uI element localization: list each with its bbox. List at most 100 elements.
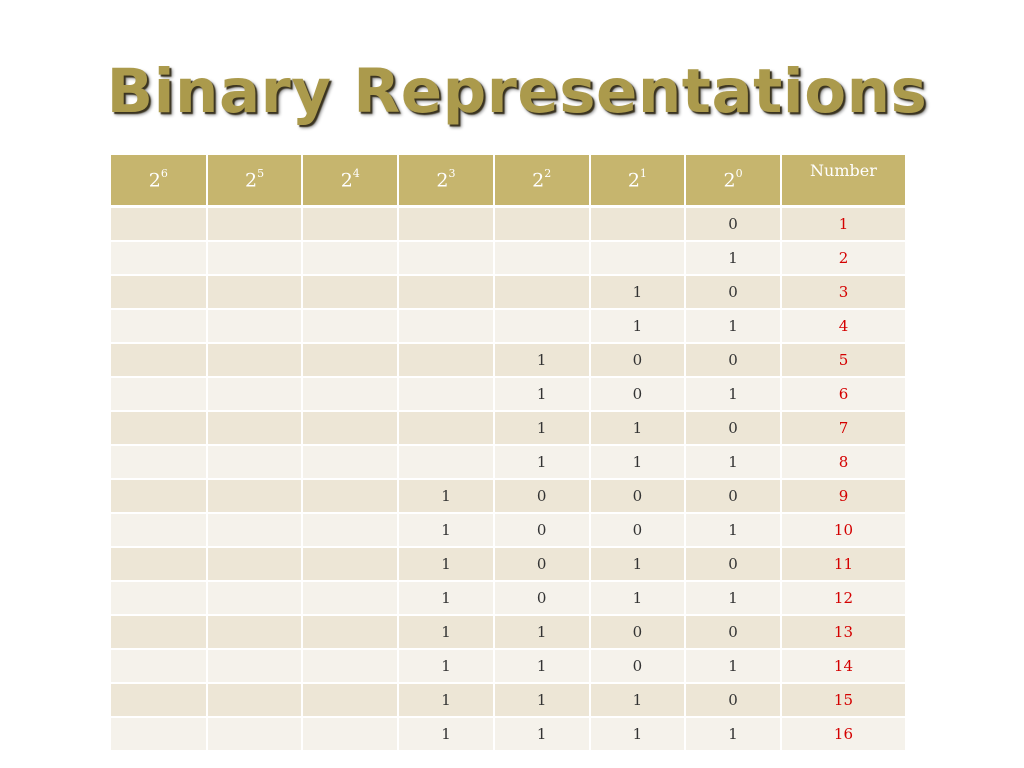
bit-cell: 1 bbox=[398, 547, 495, 582]
bit-cell bbox=[206, 206, 304, 242]
bit-cell: 1 bbox=[589, 309, 687, 344]
table-row: 1 0 0 1 10 bbox=[111, 513, 905, 548]
bit-cell bbox=[111, 377, 208, 412]
bit-cell bbox=[493, 241, 591, 276]
bit-cell bbox=[302, 479, 400, 514]
number-cell: 1 bbox=[780, 206, 905, 242]
bit-cell bbox=[302, 411, 400, 446]
bit-cell bbox=[302, 649, 400, 684]
bit-cell bbox=[206, 411, 304, 446]
bit-cell bbox=[493, 206, 591, 242]
table-row: 1 1 0 1 14 bbox=[111, 649, 905, 684]
bit-cell: 1 bbox=[589, 411, 687, 446]
header-power-2: 22 bbox=[493, 155, 591, 208]
bit-cell bbox=[493, 309, 591, 344]
bit-cell bbox=[111, 241, 208, 276]
bit-cell bbox=[398, 241, 495, 276]
table-header-row: 26 25 24 23 22 21 20 Number bbox=[111, 155, 905, 208]
bit-cell bbox=[206, 581, 304, 616]
header-power-5: 25 bbox=[206, 155, 304, 208]
bit-cell bbox=[206, 377, 304, 412]
bit-cell: 0 bbox=[589, 649, 687, 684]
bit-cell bbox=[111, 275, 208, 310]
bit-cell: 1 bbox=[685, 649, 782, 684]
number-cell: 9 bbox=[780, 479, 905, 514]
bit-cell bbox=[206, 615, 304, 650]
bit-cell bbox=[111, 206, 208, 242]
bit-cell bbox=[302, 241, 400, 276]
bit-cell bbox=[111, 445, 208, 480]
bit-cell bbox=[302, 377, 400, 412]
bit-cell bbox=[206, 649, 304, 684]
bit-cell bbox=[111, 717, 208, 750]
bit-cell: 1 bbox=[398, 581, 495, 616]
table-row: 1 0 1 1 12 bbox=[111, 581, 905, 616]
bit-cell: 1 bbox=[493, 717, 591, 750]
number-cell: 5 bbox=[780, 343, 905, 378]
bit-cell bbox=[206, 445, 304, 480]
bit-cell: 1 bbox=[685, 445, 782, 480]
bit-cell: 0 bbox=[493, 513, 591, 548]
bit-cell bbox=[206, 683, 304, 718]
bit-cell: 0 bbox=[589, 377, 687, 412]
bit-cell: 1 bbox=[589, 445, 687, 480]
bit-cell bbox=[111, 649, 208, 684]
bit-cell: 0 bbox=[589, 343, 687, 378]
bit-cell bbox=[111, 683, 208, 718]
bit-cell bbox=[302, 683, 400, 718]
bit-cell bbox=[206, 547, 304, 582]
table-body: 0 1 1 2 1 0 3 1 1 4 1 0 0 5 1 0 1 6 1 1 0 7 1 1 1 8 1 0 0 0 9 1 0 0 1 10 1 0 1… bbox=[111, 206, 905, 750]
bit-cell bbox=[111, 547, 208, 582]
bit-cell: 0 bbox=[685, 343, 782, 378]
table-row: 1 1 1 1 16 bbox=[111, 717, 905, 750]
bit-cell: 0 bbox=[685, 206, 782, 242]
bit-cell: 1 bbox=[685, 377, 782, 412]
bit-cell: 1 bbox=[685, 717, 782, 750]
number-cell: 2 bbox=[780, 241, 905, 276]
bit-cell: 1 bbox=[589, 717, 687, 750]
number-cell: 4 bbox=[780, 309, 905, 344]
bit-cell: 1 bbox=[685, 309, 782, 344]
bit-cell bbox=[302, 615, 400, 650]
bit-cell: 0 bbox=[685, 479, 782, 514]
number-cell: 3 bbox=[780, 275, 905, 310]
bit-cell bbox=[111, 479, 208, 514]
bit-cell: 1 bbox=[398, 615, 495, 650]
bit-cell: 0 bbox=[493, 479, 591, 514]
bit-cell bbox=[302, 275, 400, 310]
header-power-3: 23 bbox=[398, 155, 495, 208]
bit-cell bbox=[398, 206, 495, 242]
bit-cell bbox=[302, 581, 400, 616]
bit-cell bbox=[302, 717, 400, 750]
bit-cell: 0 bbox=[685, 683, 782, 718]
number-cell: 13 bbox=[780, 615, 905, 650]
number-cell: 14 bbox=[780, 649, 905, 684]
number-cell: 12 bbox=[780, 581, 905, 616]
bit-cell: 0 bbox=[685, 411, 782, 446]
bit-cell: 1 bbox=[398, 479, 495, 514]
bit-cell bbox=[493, 275, 591, 310]
bit-cell: 0 bbox=[493, 581, 591, 616]
bit-cell: 1 bbox=[685, 513, 782, 548]
bit-cell bbox=[302, 513, 400, 548]
bit-cell: 1 bbox=[589, 581, 687, 616]
bit-cell: 1 bbox=[398, 513, 495, 548]
bit-cell: 1 bbox=[493, 343, 591, 378]
bit-cell: 1 bbox=[589, 683, 687, 718]
header-power-4: 24 bbox=[302, 155, 400, 208]
bit-cell: 0 bbox=[685, 547, 782, 582]
bit-cell bbox=[589, 206, 687, 242]
number-cell: 16 bbox=[780, 717, 905, 750]
number-cell: 15 bbox=[780, 683, 905, 718]
bit-cell bbox=[111, 343, 208, 378]
bit-cell bbox=[398, 377, 495, 412]
bit-cell: 1 bbox=[398, 683, 495, 718]
